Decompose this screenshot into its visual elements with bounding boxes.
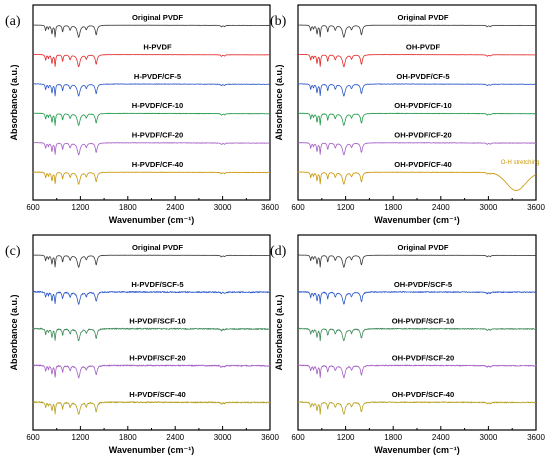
series-label: OH-PVDF/CF-40 [394, 160, 451, 169]
series-line [32, 83, 271, 97]
x-tick-label: 2400 [166, 433, 184, 442]
series-line [297, 171, 537, 191]
series-label: OH-PVDF/CF-10 [394, 101, 451, 110]
series-line [297, 254, 537, 268]
series-label: H-PVDF/SCF-10 [129, 317, 186, 326]
series-label: H-PVDF/SCF-5 [131, 280, 184, 289]
series-line [297, 401, 537, 415]
series-line [32, 112, 271, 126]
panel-c: 600 1200 1800 2400 3000 3600 Wavenumber (cm⁻¹)… [5, 234, 279, 455]
y-axis-label: Absorbance (a.u.) [274, 64, 284, 140]
series-line [297, 112, 537, 126]
x-tick-label: 600 [26, 203, 40, 212]
y-axis-label: Absorbance (a.u.) [9, 64, 19, 140]
y-axis-label: Absorbance (a.u.) [9, 294, 19, 370]
panel-d: 600 1200 1800 2400 3000 3600 Wavenumber (cm⁻¹)… [270, 234, 545, 455]
x-tick-label: 3600 [527, 203, 545, 212]
series-label: H-PVDF/SCF-20 [129, 353, 186, 362]
x-tick-label: 3000 [214, 203, 232, 212]
series-line [32, 401, 271, 415]
series-line [32, 327, 271, 342]
series-line [297, 327, 537, 342]
series-label: OH-PVDF/CF-20 [394, 131, 451, 140]
series-label: H-PVDF [143, 42, 172, 51]
x-tick-label: 2400 [432, 203, 450, 212]
panel-label: (b) [270, 14, 287, 29]
x-tick-label: 3000 [480, 203, 498, 212]
x-axis-label: Wavenumber (cm⁻¹) [374, 215, 459, 225]
series-line [297, 364, 537, 379]
series-line [297, 83, 537, 97]
series-line [297, 142, 537, 156]
x-tick-label: 1200 [337, 433, 355, 442]
series-label: H-PVDF/CF-5 [134, 72, 182, 81]
x-tick-label: 3600 [527, 433, 545, 442]
series-label: OH-PVDF [406, 42, 441, 51]
series-line [32, 171, 271, 185]
panel-label: (c) [5, 244, 21, 259]
series-line [32, 364, 271, 379]
x-tick-label: 600 [26, 433, 40, 442]
series-label: OH-PVDF/CF-5 [396, 72, 450, 81]
series-line [32, 54, 271, 67]
x-tick-label: 1800 [119, 203, 137, 212]
series-label: Original PVDF [132, 13, 183, 22]
x-tick-label: 600 [291, 433, 305, 442]
x-tick-label: 1800 [384, 203, 402, 212]
x-tick-label: 2400 [166, 203, 184, 212]
series-label: H-PVDF/CF-40 [132, 160, 183, 169]
series-label: OH-PVDF/SCF-5 [394, 280, 453, 289]
y-axis-label: Absorbance (a.u.) [274, 294, 284, 370]
x-tick-label: 1200 [72, 203, 90, 212]
x-tick-label: 3600 [261, 433, 279, 442]
panel-label: (d) [270, 244, 287, 259]
x-tick-label: 3600 [261, 203, 279, 212]
x-axis-label: Wavenumber (cm⁻¹) [374, 445, 459, 455]
series-line [32, 290, 271, 305]
series-line [297, 24, 537, 38]
x-tick-label: 2400 [432, 433, 450, 442]
series-line [32, 254, 271, 268]
series-label: H-PVDF/SCF-40 [129, 390, 186, 399]
x-tick-label: 1200 [72, 433, 90, 442]
x-tick-label: 3000 [480, 433, 498, 442]
plot-frame [297, 234, 537, 431]
series-label: Original PVDF [397, 13, 448, 22]
x-axis-label: Wavenumber (cm⁻¹) [109, 215, 194, 225]
series-line [32, 24, 271, 38]
x-tick-label: 1800 [119, 433, 137, 442]
x-tick-label: 1200 [337, 203, 355, 212]
series-label: OH-PVDF/SCF-20 [392, 353, 454, 362]
series-label: H-PVDF/CF-10 [132, 101, 183, 110]
panel-a: 600 1200 1800 2400 3000 3600 Wavenumber (cm⁻¹)… [5, 4, 279, 225]
x-tick-label: 1800 [384, 433, 402, 442]
series-line [297, 291, 537, 305]
plot-frame [32, 234, 271, 431]
series-label: Original PVDF [132, 243, 183, 252]
x-tick-label: 3000 [214, 433, 232, 442]
panel-label: (a) [5, 14, 21, 29]
oh-annotation: O-H stretching [501, 160, 540, 166]
panel-b: 600 1200 1800 2400 3000 3600 Wavenumber (cm⁻¹)… [270, 4, 545, 225]
series-line [297, 54, 537, 68]
series-label: H-PVDF/CF-20 [132, 131, 183, 140]
x-axis-label: Wavenumber (cm⁻¹) [109, 445, 194, 455]
series-label: OH-PVDF/SCF-10 [392, 317, 454, 326]
x-tick-label: 600 [291, 203, 305, 212]
series-line [32, 142, 271, 156]
series-label: Original PVDF [397, 243, 448, 252]
series-label: OH-PVDF/SCF-40 [392, 390, 454, 399]
